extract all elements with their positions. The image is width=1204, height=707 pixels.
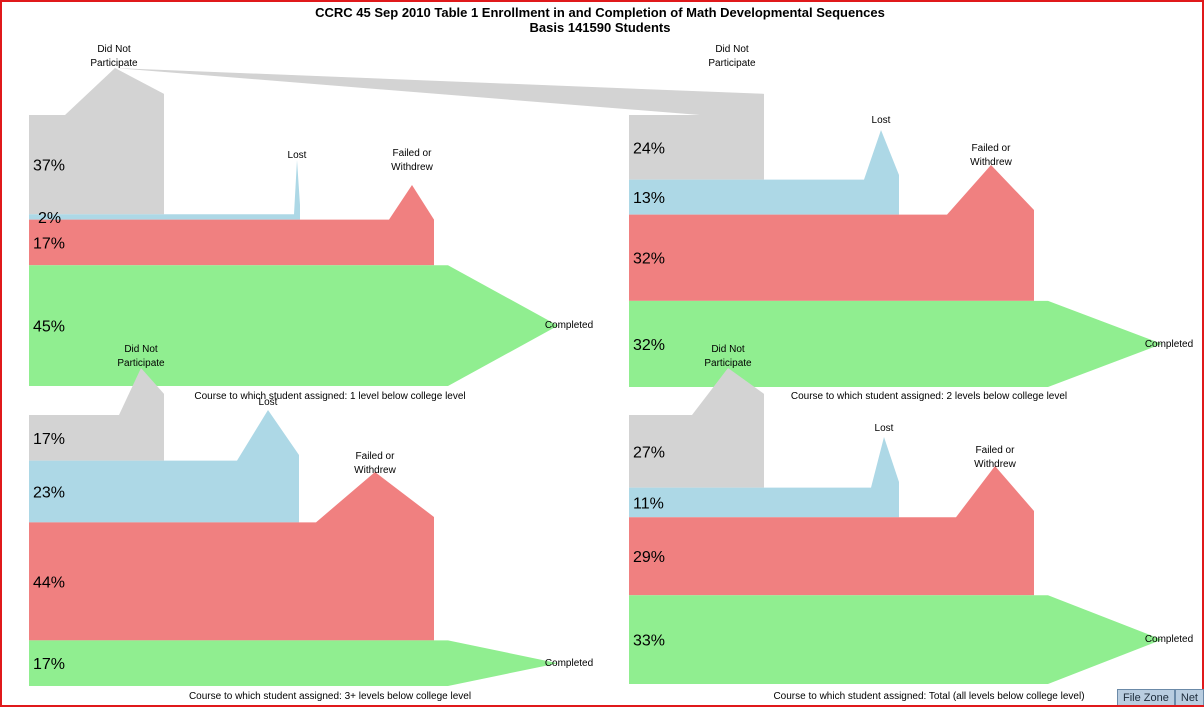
label-lost: Lost [259, 397, 278, 408]
chart-title: CCRC 45 Sep 2010 Table 1 Enrollment in a… [0, 5, 1200, 35]
value-label-lost: 11% [633, 495, 664, 512]
band-lost [629, 437, 899, 518]
value-label-failed-or-withdrew: 17% [33, 235, 65, 252]
frame-bottom-border [0, 705, 1204, 707]
label-did-not-participate-line-1: Did Not [124, 344, 158, 355]
label-failed-or-withdrew-line-2: Withdrew [391, 162, 433, 173]
band-failed-or-withdrew [29, 185, 434, 266]
panel-caption: Course to which student assigned: 2 leve… [791, 391, 1067, 402]
band-failed-or-withdrew [629, 165, 1034, 301]
band-did-not-participate [29, 68, 164, 215]
label-did-not-participate-line-2: Participate [708, 58, 756, 69]
label-completed: Completed [545, 320, 593, 331]
label-completed: Completed [1145, 634, 1193, 645]
value-label-lost: 2% [38, 210, 61, 227]
band-lost [29, 410, 299, 523]
band-completed [629, 300, 1162, 387]
label-completed: Completed [1145, 339, 1193, 350]
value-label-did-not-participate: 17% [33, 431, 65, 448]
value-label-completed: 32% [633, 337, 665, 354]
label-did-not-participate-line-1: Did Not [97, 44, 131, 55]
band-did-not-participate [629, 368, 764, 488]
title-line-1: CCRC 45 Sep 2010 Table 1 Enrollment in a… [315, 5, 885, 20]
status-net[interactable]: Net [1174, 689, 1204, 707]
label-did-not-participate-line-2: Participate [90, 58, 138, 69]
value-label-lost: 13% [633, 190, 665, 207]
band-did-not-participate [115, 68, 764, 180]
label-failed-or-withdrew-line-2: Withdrew [970, 157, 1012, 168]
label-failed-or-withdrew-line-2: Withdrew [974, 459, 1016, 470]
panel-2: 24% 13% 32% 32% Did Not Participate Lost Failed… [115, 44, 1193, 402]
value-label-did-not-participate: 27% [633, 444, 665, 461]
band-completed [29, 265, 558, 386]
panel-caption: Course to which student assigned: Total … [773, 691, 1084, 702]
label-lost: Lost [872, 115, 891, 126]
band-did-not-participate [29, 368, 164, 461]
label-failed-or-withdrew-line-2: Withdrew [354, 465, 396, 476]
title-line-2: Basis 141590 Students [529, 20, 671, 35]
value-label-completed: 45% [33, 319, 65, 336]
label-failed-or-withdrew-line-1: Failed or [972, 143, 1012, 154]
panel-caption: Course to which student assigned: 1 leve… [194, 391, 465, 402]
value-label-did-not-participate: 37% [33, 158, 65, 175]
panel-1: 37% 2% 17% 45% Did Not Participate Lost Failed … [29, 44, 593, 402]
value-label-completed: 17% [33, 656, 65, 673]
label-did-not-participate-line-1: Did Not [711, 344, 745, 355]
value-label-failed-or-withdrew: 32% [633, 251, 665, 268]
band-failed-or-withdrew [29, 472, 434, 641]
value-label-failed-or-withdrew: 29% [633, 549, 665, 566]
label-did-not-participate-line-1: Did Not [715, 44, 749, 55]
band-lost [629, 130, 899, 215]
value-label-lost: 23% [33, 484, 65, 501]
label-failed-or-withdrew-line-1: Failed or [976, 445, 1016, 456]
label-failed-or-withdrew-line-1: Failed or [393, 148, 433, 159]
panel-3: 17% 23% 44% 17% Did Not Participate Lost Failed… [29, 344, 593, 702]
label-lost: Lost [875, 423, 894, 434]
panel-caption: Course to which student assigned: 3+ lev… [189, 691, 471, 702]
band-completed [29, 640, 558, 686]
label-completed: Completed [545, 658, 593, 669]
band-failed-or-withdrew [629, 466, 1034, 596]
label-did-not-participate-line-2: Participate [117, 358, 165, 369]
label-lost: Lost [288, 150, 307, 161]
panel-4: 27% 11% 29% 33% Did Not Participate Lost Failed… [629, 344, 1193, 702]
value-label-did-not-participate: 24% [633, 140, 665, 157]
label-failed-or-withdrew-line-1: Failed or [356, 451, 396, 462]
band-completed [629, 595, 1162, 684]
value-label-failed-or-withdrew: 44% [33, 574, 65, 591]
value-label-completed: 33% [633, 633, 665, 650]
label-did-not-participate-line-2: Participate [704, 358, 752, 369]
